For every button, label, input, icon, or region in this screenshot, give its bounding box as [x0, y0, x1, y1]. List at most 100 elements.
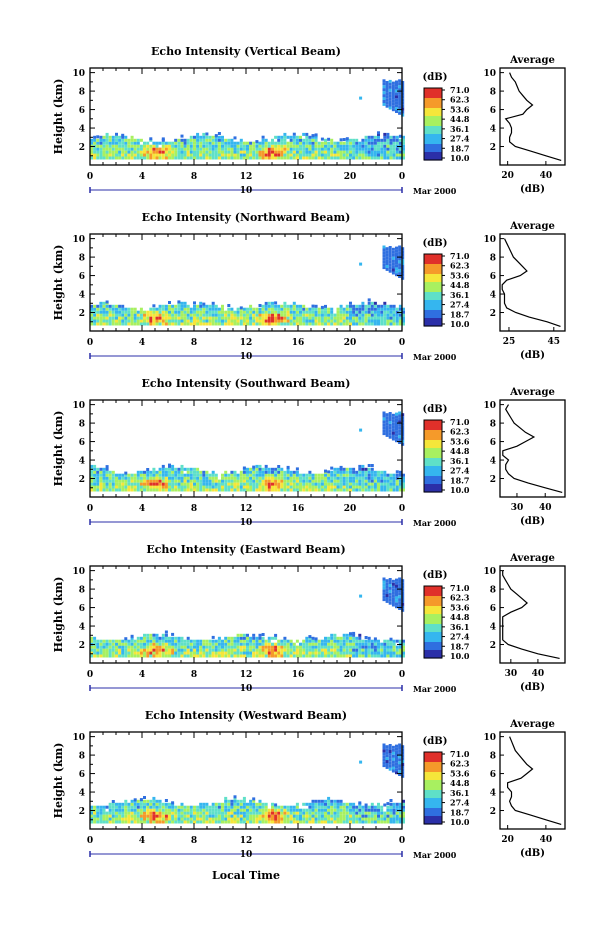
echo-cell [349, 633, 352, 637]
echo-cell [105, 645, 109, 649]
echo-cell [177, 300, 181, 304]
echo-cell [367, 639, 371, 643]
echo-cell [339, 820, 343, 824]
echo-cell [336, 485, 340, 489]
echo-cell [324, 147, 327, 151]
echo-cell [320, 645, 324, 649]
echo-cell [345, 802, 349, 806]
echo-cell [392, 802, 396, 806]
echo-cell [108, 135, 112, 139]
colorbar-swatch [424, 794, 442, 797]
echo-cell [311, 310, 315, 314]
echo-cell [183, 808, 187, 812]
echo-cell [146, 153, 150, 157]
echo-cell [121, 153, 125, 157]
echo-cell [355, 814, 359, 818]
echo-cell [149, 636, 153, 640]
colorbar-swatch [424, 762, 442, 765]
echo-cell [105, 150, 109, 154]
echo-cell [317, 811, 321, 815]
echo-cell [349, 467, 352, 471]
echo-cell [214, 802, 218, 806]
echo-speck [359, 428, 363, 432]
echo-cell [324, 316, 327, 320]
echo-cell [386, 814, 390, 818]
echo-cell [230, 799, 234, 803]
echo-cell [314, 637, 318, 641]
echo-cell [367, 805, 371, 809]
colorbar-swatch [424, 452, 442, 455]
echo-cell [280, 313, 284, 317]
echo-cell [386, 811, 390, 815]
echo-cell [130, 648, 134, 652]
colorbar-swatch [424, 616, 442, 619]
echo-cell [395, 473, 399, 477]
echo-cell [367, 144, 371, 148]
echo-cell [186, 322, 190, 326]
echo-cell [283, 147, 287, 151]
echo-cell [252, 153, 256, 157]
echo-cell [274, 485, 278, 489]
echo-cell [177, 817, 181, 821]
echo-cell [186, 138, 190, 142]
echo-cell [199, 301, 203, 305]
echo-cell [264, 144, 268, 148]
colorbar-tick-label: 53.6 [450, 768, 470, 778]
colorbar-swatch [424, 262, 442, 265]
x-tick-label: 0 [87, 836, 93, 846]
upper-echo-cell [391, 99, 395, 103]
profile-y-tick-label: 4 [490, 457, 496, 467]
echo-cell [370, 141, 374, 145]
echo-cell [171, 817, 175, 821]
echo-cell [196, 138, 200, 142]
echo-cell [193, 470, 196, 474]
echo-cell [139, 307, 143, 311]
colorbar-swatch [424, 288, 442, 291]
echo-cell [339, 153, 343, 157]
echo-cell [305, 310, 309, 314]
echo-cell [395, 811, 399, 815]
echo-cell [161, 304, 165, 308]
echo-cell [292, 476, 296, 480]
echo-cell [158, 153, 162, 157]
panel5-profile-title: Average [509, 719, 555, 730]
echo-cell [261, 150, 265, 154]
echo-cell [152, 636, 156, 640]
echo-cell [211, 648, 215, 652]
echo-cell [333, 808, 337, 812]
echo-cell [395, 802, 399, 806]
echo-cell [174, 820, 178, 824]
echo-cell [386, 820, 390, 824]
upper-echo-cell [391, 597, 395, 601]
echo-cell [373, 637, 377, 641]
echo-cell [339, 141, 343, 145]
echo-cell [355, 319, 359, 323]
profile-y-tick-label: 8 [490, 254, 496, 264]
upper-echo-cell [401, 428, 405, 431]
upper-echo-cell [388, 578, 392, 581]
colorbar-swatch [424, 796, 442, 799]
echo-cell [280, 138, 284, 142]
echo-cell [339, 316, 343, 320]
upper-echo-cell [382, 102, 386, 106]
colorbar-swatch [424, 96, 442, 99]
echo-cell [305, 642, 309, 646]
echo-cell [208, 313, 212, 317]
echo-cell [314, 313, 318, 317]
colorbar-swatch [424, 426, 442, 429]
upper-echo-cell [382, 432, 386, 436]
echo-cell [158, 820, 162, 824]
echo-cell [196, 485, 200, 489]
echo-cell [252, 467, 256, 471]
echo-cell [295, 485, 299, 489]
echo-cell [152, 482, 156, 486]
panel2-heatmap [90, 245, 405, 326]
echo-cell [171, 488, 175, 492]
echo-cell [295, 811, 299, 815]
echo-cell [295, 639, 299, 643]
echo-cell [155, 147, 159, 151]
echo-cell [146, 150, 150, 154]
upper-echo-cell [391, 588, 395, 592]
colorbar-swatch [424, 456, 442, 459]
echo-cell [339, 467, 343, 471]
